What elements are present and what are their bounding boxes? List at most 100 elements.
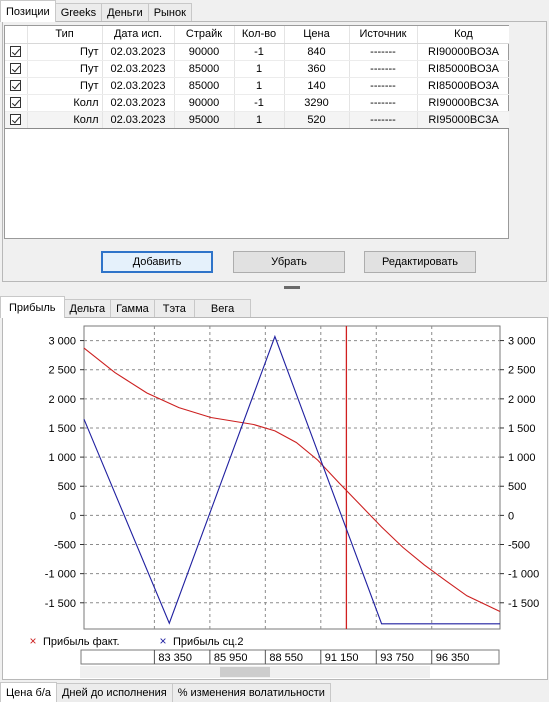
tab-market[interactable]: Рынок [147,3,192,22]
row-checkbox-cell[interactable] [5,77,28,95]
cell-qty: 1 [234,110,285,129]
series-line-0 [83,347,501,612]
column-header-price[interactable]: Цена [284,26,350,44]
cell-price: 520 [284,110,350,129]
tab-positions[interactable]: Позиции [0,0,56,22]
x-tick-label: 93 750 [380,652,414,664]
cell-date: 02.03.2023 [102,77,175,95]
row-checkbox-cell[interactable] [5,110,28,129]
table-row[interactable]: Пут 02.03.2023 85000 1 360 ------- RI85000BO3A [5,60,511,78]
cell-code: RI90000BC3A [417,94,511,112]
table-side-area [509,25,545,239]
chart-tabbar: Прибыль Дельта Гамма Тэта Вега [0,296,252,318]
tab-gamma[interactable]: Гамма [110,299,155,318]
chart-horizontal-scrollbar[interactable] [80,666,430,678]
tab-delta[interactable]: Дельта [63,299,112,318]
row-checkbox[interactable] [10,63,22,75]
x-tick-label: 83 350 [158,652,192,664]
y-tick-label-right: 1 000 [508,452,536,464]
axis-mode-tabbar: Цена б/а Дней до исполнения % изменения … [0,680,331,702]
tab-volatility-change[interactable]: % изменения волатильности [171,683,331,702]
profit-chart: 3 000 3 000 2 500 2 500 2 000 2 000 1 500 1 500… [29,325,539,665]
y-tick-label-right: 3 000 [508,336,536,348]
cell-code: RI85000BO3A [417,77,511,95]
y-tick-label-left: 1 500 [48,423,76,435]
plot-area [83,325,501,630]
cell-type: Колл [27,94,103,112]
profit-chart-panel: 3 000 3 000 2 500 2 500 2 000 2 000 1 500 1 500… [2,317,548,680]
legend-label: Прибыль сц.2 [173,636,244,648]
y-tick-label-left: 3 000 [48,336,76,348]
cell-code: RI90000BO3A [417,43,511,61]
cell-strike: 90000 [174,94,235,112]
splitter-grip-icon[interactable] [284,286,300,289]
cell-type: Колл [27,110,103,129]
cell-source: ------- [349,94,418,112]
scrollbar-thumb[interactable] [220,667,270,677]
cell-source: ------- [349,110,418,129]
column-header-qty[interactable]: Кол-во [234,26,285,44]
y-tick-label-right: -1 000 [508,569,539,581]
y-tick-label-left: -500 [54,540,76,552]
cell-date: 02.03.2023 [102,43,175,61]
row-checkbox[interactable] [10,80,22,92]
tab-greeks[interactable]: Greeks [54,3,103,22]
panel-splitter[interactable] [0,283,549,293]
x-tick-label: 96 350 [436,652,470,664]
x-tick-label: 88 550 [269,652,303,664]
cell-qty: -1 [234,43,285,61]
remove-button[interactable]: Убрать [233,251,345,273]
tab-days-to-expiry[interactable]: Дней до исполнения [55,683,173,702]
positions-table: Тип Дата исп. Страйк Кол-во Цена Источни… [4,25,511,239]
y-tick-label-left: 500 [58,481,76,493]
tab-theta[interactable]: Тэта [153,299,195,318]
cell-code: RI85000BO3A [417,60,511,78]
y-tick-label-right: -500 [508,540,530,552]
cell-price: 360 [284,60,350,78]
table-header: Тип Дата исп. Страйк Кол-во Цена Источни… [5,26,511,44]
table-row[interactable]: Колл 02.03.2023 90000 -1 3290 ------- RI90000B… [5,94,511,112]
add-button[interactable]: Добавить [101,251,213,273]
legend-item: × Прибыль факт. [29,634,119,648]
legend-label: Прибыль факт. [43,636,120,648]
column-header-code[interactable]: Код [417,26,511,44]
y-tick-label-left: -1 000 [45,569,76,581]
table-row[interactable]: Колл 02.03.2023 95000 1 520 ------- RI95000BC3… [5,110,511,129]
edit-button[interactable]: Редактировать [364,251,476,273]
cell-qty: -1 [234,94,285,112]
y-tick-label-left: 1 000 [48,452,76,464]
table-row[interactable]: Пут 02.03.2023 85000 1 140 ------- RI85000BO3A [5,77,511,95]
table-row[interactable]: Пут 02.03.2023 90000 -1 840 ------- RI90000BO3… [5,43,511,61]
y-tick-label-right: 2 000 [508,394,536,406]
row-checkbox-cell[interactable] [5,43,28,61]
column-header-date[interactable]: Дата исп. [102,26,175,44]
row-checkbox[interactable] [10,97,22,109]
row-checkbox-cell[interactable] [5,60,28,78]
column-header-source[interactable]: Источник [349,26,418,44]
cell-strike: 85000 [174,77,235,95]
legend-marker-x-icon: × [29,634,36,648]
column-header-type[interactable]: Тип [27,26,103,44]
cell-qty: 1 [234,60,285,78]
column-header-strike[interactable]: Страйк [174,26,235,44]
legend-item: × Прибыль сц.2 [159,634,243,648]
cell-price: 3290 [284,94,350,112]
tab-profit[interactable]: Прибыль [0,296,65,318]
cell-price: 140 [284,77,350,95]
cell-type: Пут [27,43,103,61]
tab-money[interactable]: Деньги [101,3,149,22]
y-tick-label-right: 2 500 [508,365,536,377]
x-tick-label: 85 950 [214,652,248,664]
legend-marker-x-icon: × [159,634,166,648]
row-checkbox-cell[interactable] [5,94,28,112]
x-axis-band [80,649,500,665]
cell-date: 02.03.2023 [102,110,175,129]
y-tick-label-right: -1 500 [508,598,539,610]
cell-strike: 85000 [174,60,235,78]
row-checkbox[interactable] [10,114,22,126]
row-checkbox[interactable] [10,46,22,58]
tab-vega[interactable]: Вега [193,299,252,318]
y-tick-label-right: 1 500 [508,423,536,435]
series-line-1 [83,334,500,625]
tab-underlying-price[interactable]: Цена б/а [0,682,57,702]
